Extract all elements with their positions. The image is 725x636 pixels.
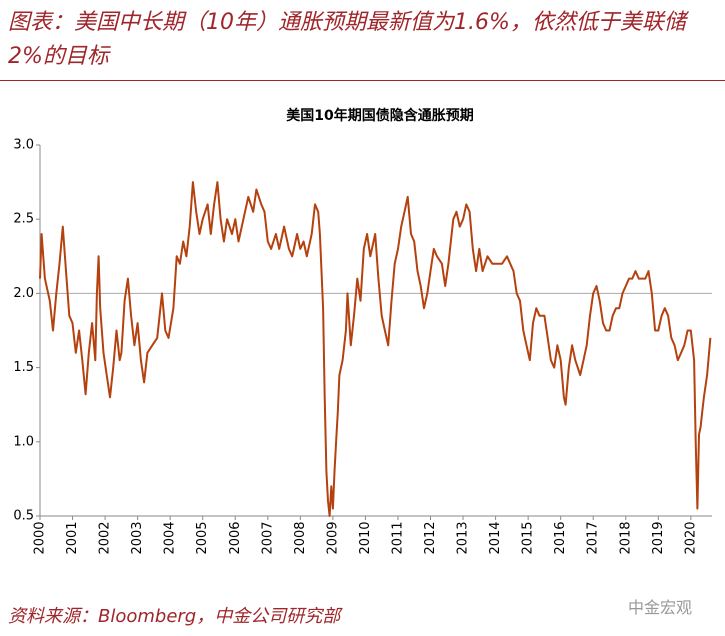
x-tick-label: 2001 <box>65 521 80 554</box>
x-tick-label: 2006 <box>228 521 243 554</box>
x-tick-label: 2018 <box>618 521 633 554</box>
x-tick-label: 2004 <box>163 521 178 554</box>
x-tick-label: 2005 <box>195 521 210 554</box>
y-tick-label: 3.0 <box>13 138 34 153</box>
x-tick-label: 2009 <box>325 521 340 554</box>
chart-title: 美国10年期国债隐含通胀预期 <box>286 107 473 124</box>
x-tick-label: 2010 <box>358 521 373 554</box>
x-tick-label: 2008 <box>293 521 308 554</box>
x-tick-label: 2007 <box>260 521 275 554</box>
x-tick-label: 2000 <box>33 521 48 554</box>
y-tick-label: 1.0 <box>13 434 34 449</box>
x-tick-label: 2019 <box>651 521 666 554</box>
x-tick-label: 2013 <box>456 521 471 554</box>
source: 资料来源：Bloomberg，中金公司研究部 <box>8 606 341 627</box>
data-line <box>39 181 712 517</box>
chart: 美国10年期国债隐含通胀预期 0.5 1.0 1.5 2.0 2.5 3.0 2000 200… <box>13 107 712 555</box>
y-tick-label: 2.5 <box>13 212 34 227</box>
x-tick-label: 2020 <box>683 521 698 554</box>
y-tick-label: 1.5 <box>13 360 34 375</box>
x-tick-label: 2014 <box>488 521 503 554</box>
x-tick-label: 2012 <box>423 521 438 554</box>
caption-rule <box>0 80 725 81</box>
y-tick-label: 0.5 <box>13 509 34 524</box>
y-tick-label: 2.0 <box>13 286 34 301</box>
watermark: 中金宏观 <box>628 598 693 617</box>
caption: 图表：美国中长期（10年）通胀预期最新值为1.6%，依然低于美联储2%的目标 <box>8 10 686 69</box>
x-tick-label: 2015 <box>521 521 536 554</box>
x-tick-label: 2017 <box>586 521 601 554</box>
x-tick-label: 2003 <box>130 521 145 554</box>
x-tick-label: 2011 <box>390 521 405 554</box>
x-tick-label: 2002 <box>98 521 113 554</box>
x-tick-label: 2016 <box>553 521 568 554</box>
